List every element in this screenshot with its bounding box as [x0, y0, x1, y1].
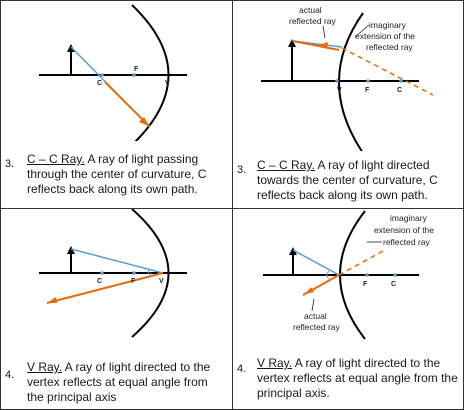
label-c: C — [97, 278, 102, 285]
annotation-extension-of: extension of the — [374, 225, 434, 235]
annotation-actual-reflected-ray: reflected ray — [293, 322, 341, 332]
point-c — [100, 73, 104, 77]
point-c — [393, 273, 397, 277]
imaginary-extension — [338, 250, 384, 276]
point-f — [132, 271, 136, 275]
annotation-imaginary: imaginary — [369, 20, 407, 30]
caption: C – C Ray. A ray of light directed towar… — [257, 158, 462, 203]
diagram-convex-v-ray: F C imaginary extension of the reflected… — [263, 210, 434, 340]
annotation-reflected-ray: reflected ray — [289, 16, 337, 26]
angle-arc — [326, 270, 330, 280]
point-f — [366, 79, 370, 83]
ray-description: A ray of light directed to the vertex re… — [257, 356, 458, 400]
ray-description: A ray of light directed towards the cent… — [257, 158, 438, 202]
annotation-actual: actual — [304, 311, 327, 321]
object-arrowhead — [289, 247, 297, 255]
object-arrowhead — [288, 39, 296, 47]
item-number: 3. — [5, 158, 15, 170]
annotation-extension-of: extension of the — [355, 31, 415, 41]
point-f — [365, 273, 369, 277]
ray-title: C – C Ray. — [27, 152, 85, 166]
label-v: V — [337, 87, 342, 94]
incident-ray — [292, 249, 340, 276]
item-number: 4. — [237, 363, 247, 375]
reflected-ray-arrowhead — [139, 117, 149, 126]
label-c: C — [97, 80, 102, 87]
caption: V Ray. A ray of light directed to the ve… — [27, 360, 227, 405]
label-f: F — [131, 278, 136, 285]
item-number: 4. — [5, 369, 15, 381]
point-v — [335, 79, 339, 83]
concave-mirror — [131, 4, 170, 141]
angle-arc-reflected — [149, 272, 152, 278]
angle-arc-incident — [147, 269, 150, 274]
incident-ray — [70, 248, 164, 274]
panel-concave-v-ray: C F V 4. V Ray. A ray of light directed … — [0, 208, 233, 410]
diagram-concave-v-ray: C F V — [39, 209, 187, 338]
diagram-concave-cc-ray: C F V — [39, 4, 187, 141]
reflected-ray-arrowhead — [47, 297, 57, 303]
point-c — [100, 271, 104, 275]
point-c — [399, 79, 403, 83]
ray-description: A ray of light directed to the vertex re… — [27, 360, 211, 404]
reflected-ray — [104, 81, 150, 127]
reflected-ray — [46, 272, 164, 304]
label-v: V — [159, 278, 164, 285]
annotation-actual: actual — [299, 5, 322, 15]
annotation-pointer — [322, 25, 326, 39]
annotation-imaginary: imaginary — [390, 213, 428, 223]
reflected-ray — [292, 40, 340, 51]
ray-title: C – C Ray. — [257, 158, 315, 172]
panel-concave-cc-ray: C F V 3. C – C Ray. A ray of light passi… — [0, 0, 233, 209]
label-f: F — [365, 87, 370, 94]
label-c: C — [391, 281, 396, 288]
ray-title: V Ray. — [257, 356, 293, 370]
convex-mirror — [338, 12, 364, 151]
panel-convex-v-ray: F C imaginary extension of the reflected… — [232, 208, 464, 410]
point-f — [132, 73, 136, 77]
ray-title: V Ray. — [27, 360, 63, 374]
imaginary-extension — [341, 47, 434, 96]
caption: V Ray. A ray of light directed to the ve… — [257, 356, 462, 401]
label-f: F — [134, 66, 139, 73]
label-c: C — [397, 87, 402, 94]
ray-description: A ray of light passing through the cente… — [27, 152, 207, 196]
concave-mirror — [131, 209, 170, 338]
label-v: V — [165, 80, 170, 87]
annotation-pointer-2 — [311, 298, 315, 312]
item-number: 3. — [237, 164, 247, 176]
annotation-pointer-2 — [354, 24, 370, 38]
panel-convex-cc-ray: V F C actual reflected ray imaginary ext… — [232, 0, 464, 209]
annotation-reflected-ray: reflected ray — [383, 237, 431, 247]
reflected-ray-arrowhead — [305, 287, 314, 294]
diagram-convex-cc-ray: V F C actual reflected ray imaginary ext… — [261, 5, 434, 151]
caption: C – C Ray. A ray of light passing throug… — [27, 152, 227, 197]
object-arrowhead — [67, 246, 75, 254]
label-f: F — [363, 281, 368, 288]
reflected-ray-arrowhead — [319, 42, 328, 49]
annotation-reflected-ray-2: reflected ray — [366, 42, 414, 52]
